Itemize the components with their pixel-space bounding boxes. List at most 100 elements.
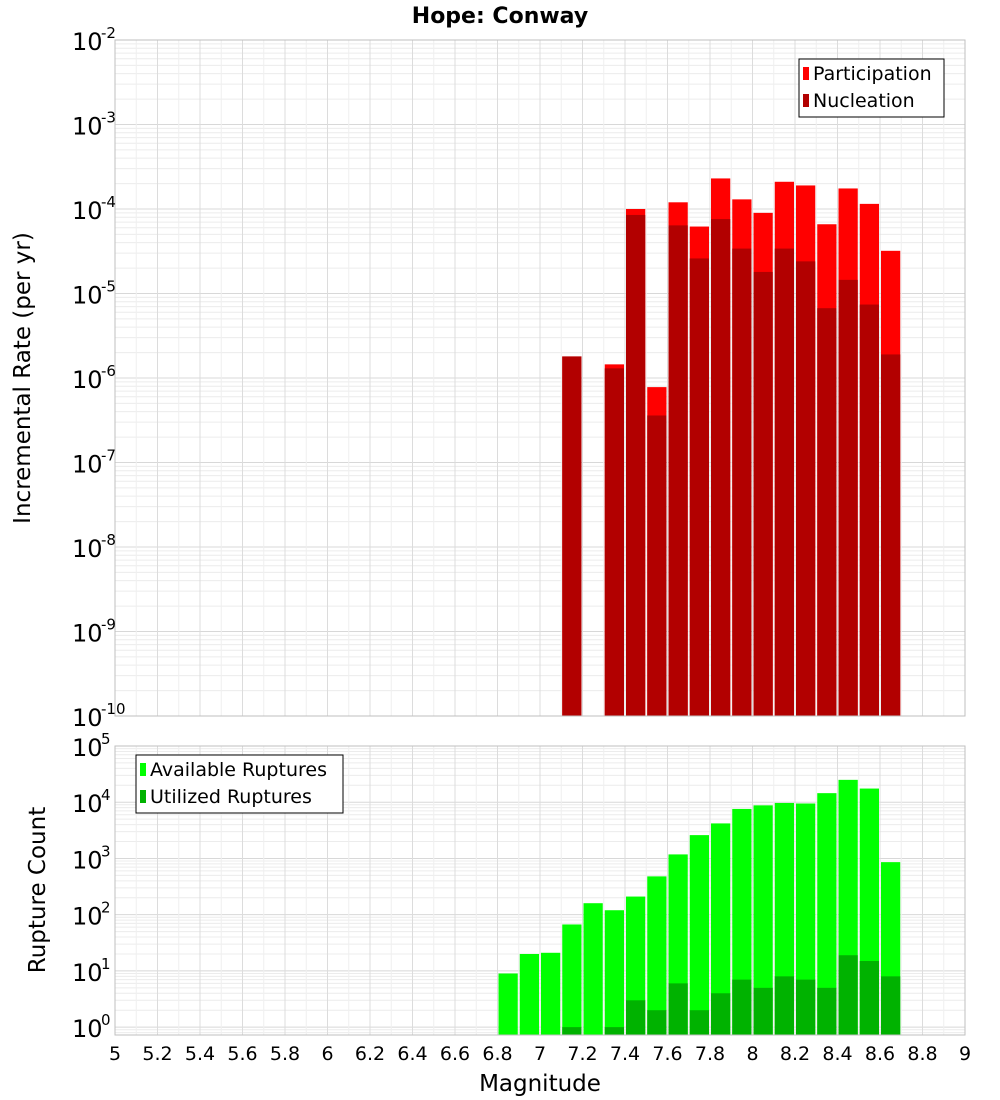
x-tick-label: 5 bbox=[109, 1043, 121, 1065]
legend-label: Utilized Ruptures bbox=[150, 786, 312, 808]
y-tick-exponent: -7 bbox=[101, 447, 116, 465]
bar bbox=[774, 248, 794, 716]
y-tick-exponent: 0 bbox=[101, 1011, 111, 1029]
y-tick-label: 10 bbox=[72, 535, 103, 563]
chart-title: Hope: Conway bbox=[412, 4, 588, 29]
x-tick-label: 6.2 bbox=[355, 1043, 385, 1065]
y-tick-exponent: 2 bbox=[101, 899, 111, 917]
legend-swatch bbox=[140, 790, 146, 803]
x-tick-label: 9 bbox=[959, 1043, 971, 1065]
bar bbox=[626, 214, 646, 716]
bar bbox=[541, 952, 561, 1035]
bar bbox=[689, 1010, 709, 1035]
bar bbox=[647, 415, 667, 716]
bar bbox=[817, 987, 837, 1035]
y-tick-exponent: -10 bbox=[101, 700, 126, 718]
plot-frame bbox=[114, 39, 966, 717]
bar bbox=[817, 308, 837, 716]
bar bbox=[732, 808, 752, 1035]
x-tick-label: 6.4 bbox=[397, 1043, 427, 1065]
bar bbox=[881, 976, 901, 1035]
bar bbox=[689, 835, 709, 1035]
y-tick-label: 10 bbox=[72, 704, 103, 732]
bar bbox=[562, 1027, 582, 1035]
bar bbox=[859, 961, 879, 1035]
bar bbox=[796, 803, 816, 1035]
x-tick-label: 7.4 bbox=[610, 1043, 640, 1065]
bar bbox=[668, 983, 688, 1035]
x-tick-label: 5.6 bbox=[227, 1043, 257, 1065]
x-tick-label: 6.6 bbox=[440, 1043, 470, 1065]
y-tick-exponent: -4 bbox=[101, 193, 116, 211]
y-tick-exponent: -9 bbox=[101, 616, 116, 634]
y-tick-label: 10 bbox=[72, 790, 103, 818]
panel-rate: 10-210-310-410-510-610-710-810-910-10Inc… bbox=[10, 24, 966, 732]
x-tick-label: 8.4 bbox=[822, 1043, 852, 1065]
plot-frame bbox=[114, 745, 966, 1036]
legend-swatch bbox=[140, 763, 146, 776]
bar bbox=[647, 1010, 667, 1035]
x-tick-label: 7.2 bbox=[567, 1043, 597, 1065]
legend-box bbox=[798, 58, 945, 118]
bar bbox=[711, 219, 731, 716]
x-tick-label: 6.8 bbox=[482, 1043, 512, 1065]
bar bbox=[796, 261, 816, 716]
bar bbox=[562, 924, 582, 1035]
legend-swatch bbox=[803, 94, 809, 107]
x-tick-label: 8 bbox=[746, 1043, 758, 1065]
y-tick-label: 10 bbox=[72, 620, 103, 648]
bar bbox=[604, 1027, 624, 1035]
legend-label: Available Ruptures bbox=[150, 759, 327, 781]
x-tick-label: 6 bbox=[321, 1043, 333, 1065]
bar bbox=[647, 876, 667, 1035]
x-tick-label: 8.8 bbox=[907, 1043, 937, 1065]
y-tick-label: 10 bbox=[72, 28, 103, 56]
y-axis-label: Incremental Rate (per yr) bbox=[10, 232, 36, 524]
legend-swatch bbox=[803, 67, 809, 80]
y-tick-exponent: 3 bbox=[101, 842, 111, 860]
y-tick-exponent: 4 bbox=[101, 786, 111, 804]
bar bbox=[604, 368, 624, 716]
y-tick-label: 10 bbox=[72, 113, 103, 141]
y-tick-label: 10 bbox=[72, 1015, 103, 1043]
y-tick-label: 10 bbox=[72, 903, 103, 931]
x-tick-label: 8.6 bbox=[865, 1043, 895, 1065]
bar bbox=[796, 979, 816, 1035]
y-tick-label: 10 bbox=[72, 959, 103, 987]
x-tick-label: 7 bbox=[534, 1043, 546, 1065]
x-axis: 5 5.2 5.4 5.6 5.8 6 6.2 6.4 6.6 6.8 7 7.2 7.4 7.6 7.8 8… bbox=[109, 1043, 971, 1097]
y-tick-exponent: -3 bbox=[101, 109, 116, 127]
x-tick-label: 7.6 bbox=[652, 1043, 682, 1065]
y-tick-label: 10 bbox=[72, 282, 103, 310]
bar bbox=[881, 354, 901, 716]
bar bbox=[668, 225, 688, 716]
series-nucleation bbox=[562, 214, 901, 716]
x-tick-label: 8.2 bbox=[780, 1043, 810, 1065]
bar bbox=[838, 955, 858, 1035]
y-tick-exponent: 5 bbox=[101, 730, 111, 748]
legend-label: Participation bbox=[813, 63, 932, 85]
bar bbox=[498, 973, 518, 1035]
y-tick-exponent: -8 bbox=[101, 531, 116, 549]
legend: Available Ruptures Utilized Ruptures bbox=[135, 754, 344, 814]
bar bbox=[604, 910, 624, 1035]
x-tick-label: 5.4 bbox=[185, 1043, 215, 1065]
bar bbox=[732, 979, 752, 1035]
y-tick-label: 10 bbox=[72, 846, 103, 874]
bar bbox=[859, 304, 879, 716]
bar bbox=[774, 976, 794, 1035]
y-tick-exponent: -5 bbox=[101, 278, 116, 296]
y-tick-exponent: 1 bbox=[101, 955, 111, 973]
bar bbox=[562, 356, 582, 716]
x-axis-label: Magnitude bbox=[479, 1071, 601, 1097]
legend: Participation Nucleation bbox=[798, 58, 945, 118]
bar bbox=[817, 793, 837, 1035]
bar bbox=[838, 279, 858, 716]
bar bbox=[753, 987, 773, 1035]
y-tick-label: 10 bbox=[72, 734, 103, 762]
x-tick-label: 5.8 bbox=[270, 1043, 300, 1065]
bar bbox=[711, 993, 731, 1035]
